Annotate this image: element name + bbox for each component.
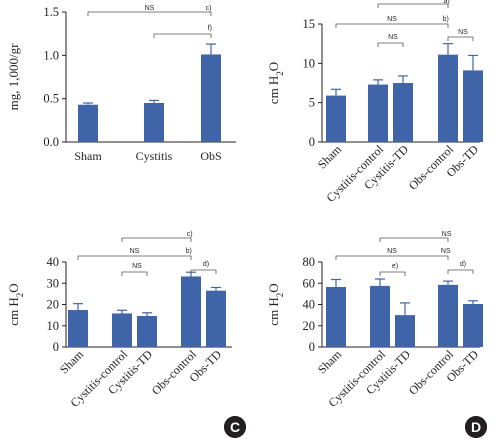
bar-4 <box>181 276 201 347</box>
x-tick-label: Sham <box>57 347 87 377</box>
significance-label: NS <box>387 16 397 23</box>
y-tick-label: 40 <box>303 298 316 312</box>
significance-label: f) <box>208 25 212 32</box>
panel-badge: D <box>465 416 487 438</box>
y-axis-label: cm H2O <box>266 283 285 325</box>
bar-2 <box>144 103 164 142</box>
y-tick-label: 5 <box>309 96 315 110</box>
significance-label: d) <box>460 261 466 268</box>
significance-label: c) <box>187 231 193 238</box>
bar-4 <box>438 54 458 142</box>
significance-label: NS <box>387 248 397 255</box>
bar-5 <box>463 70 483 142</box>
panel-badge-circle <box>224 416 246 438</box>
significance-bracket <box>190 269 217 274</box>
significance-label: b) <box>186 248 192 255</box>
panel-badge-letter: C <box>230 419 240 435</box>
y-tick-label: 10 <box>47 319 60 333</box>
y-tick-label: 30 <box>47 276 60 290</box>
y-tick-label: 60 <box>303 276 316 290</box>
significance-label: e) <box>392 263 398 270</box>
bar-2 <box>112 313 132 347</box>
significance-label: NS <box>388 34 398 41</box>
significance-bracket <box>447 36 474 41</box>
y-axis-label: mg, 1,000/gr <box>6 43 21 110</box>
x-tick-label: Sham <box>315 142 345 172</box>
bar-5 <box>463 303 483 347</box>
significance-bracket <box>335 23 449 28</box>
bar-3 <box>137 315 157 347</box>
bar-1 <box>326 286 346 347</box>
y-tick-label: 0 <box>53 340 59 354</box>
bar-3 <box>395 315 415 347</box>
significance-label: b) <box>443 16 449 23</box>
significance-bracket <box>447 269 474 274</box>
panel-a: 0.0 0.5 1.0 1.5 mg, 1,000/gr Sham Cystitis ObS N… <box>6 5 246 438</box>
bar-3 <box>393 83 413 142</box>
bar-5 <box>206 290 226 347</box>
significance-bracket <box>121 271 148 276</box>
significance-label: NS <box>130 248 140 255</box>
bar-2 <box>368 84 388 142</box>
bar-4 <box>438 284 458 347</box>
y-tick-label: 20 <box>47 298 60 312</box>
significance-bracket <box>153 33 212 38</box>
significance-label: a) <box>443 0 449 5</box>
y-tick-label: 10 <box>303 56 316 70</box>
bar-1 <box>68 310 88 347</box>
y-tick-label: 0 <box>309 340 315 354</box>
significance-bracket <box>379 237 449 242</box>
significance-label: NS <box>458 29 468 36</box>
x-tick-label: Sham <box>74 149 102 163</box>
significance-bracket <box>379 271 406 276</box>
significance-bracket <box>377 3 449 8</box>
y-axis-label: cm H2O <box>6 283 25 325</box>
panel-badge: C <box>224 416 246 438</box>
significance-bracket <box>121 237 192 242</box>
bar-3 <box>201 54 221 142</box>
panel-badge-letter: D <box>471 419 481 435</box>
significance-label: NS <box>145 5 155 12</box>
significance-bracket <box>87 11 212 16</box>
y-tick-label: 0 <box>309 135 315 149</box>
significance-label: NS <box>132 263 142 270</box>
y-tick-label: 20 <box>303 319 316 333</box>
y-tick-label: 0.5 <box>43 92 59 106</box>
significance-label: d) <box>203 261 209 268</box>
y-tick-label: 80 <box>303 255 316 269</box>
significance-label: NS <box>441 248 451 255</box>
y-tick-label: 1.5 <box>43 5 59 19</box>
significance-label: c) <box>206 5 212 12</box>
significance-label: NS <box>442 231 452 238</box>
x-tick-label: Cystitis <box>136 149 173 163</box>
y-tick-label: 1.0 <box>43 48 59 62</box>
y-tick-label: 0.0 <box>43 135 59 149</box>
bar-2 <box>370 285 390 347</box>
x-tick-label: ObS <box>200 149 221 163</box>
panel-badge-circle <box>465 416 487 438</box>
significance-bracket <box>335 255 449 260</box>
x-tick-label: Sham <box>315 347 345 377</box>
bar-1 <box>326 95 346 142</box>
significance-bracket <box>377 42 404 47</box>
y-tick-label: 15 <box>303 17 316 31</box>
bar-1 <box>78 104 98 142</box>
y-axis-label: cm H2O <box>266 62 285 104</box>
y-tick-label: 40 <box>47 255 60 269</box>
significance-bracket <box>77 255 192 260</box>
